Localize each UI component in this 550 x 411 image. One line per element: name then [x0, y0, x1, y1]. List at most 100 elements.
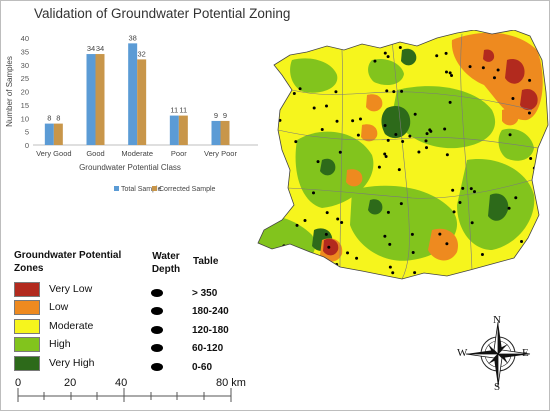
sample-point [438, 232, 442, 236]
sample-point [398, 45, 402, 49]
y-tick-label: 40 [21, 34, 29, 43]
sample-point [383, 124, 387, 128]
sample-point [324, 104, 328, 108]
sample-point [388, 265, 392, 269]
sample-point [383, 152, 387, 156]
data-label: 38 [128, 33, 136, 42]
legend-swatch-moderate [14, 319, 40, 334]
sample-point [270, 126, 274, 130]
sample-point [468, 65, 472, 69]
legend-swatch [152, 186, 157, 191]
sample-point [496, 68, 500, 72]
sample-point [324, 232, 328, 236]
depth-symbol [151, 326, 163, 334]
sample-point [351, 119, 355, 123]
sample-point [346, 251, 350, 255]
sample-point [443, 127, 447, 131]
sample-point [472, 190, 476, 194]
sample-point [262, 119, 266, 123]
sample-point [383, 51, 387, 55]
legend-item-very-low: Very Low [14, 282, 144, 297]
sample-point [445, 153, 449, 157]
sample-point [386, 138, 390, 142]
depth-label: 180-240 [192, 306, 229, 317]
sample-point [424, 139, 428, 143]
sample-point [386, 210, 390, 214]
sample-point [273, 132, 277, 136]
depth-label: > 350 [192, 288, 218, 299]
legend-entry: Corrected Sample [159, 186, 216, 193]
legend-label-high: High [49, 338, 71, 350]
depth-label: 0-60 [192, 362, 213, 373]
depth-symbol [151, 363, 163, 371]
sample-point [394, 133, 398, 137]
sample-point [507, 206, 511, 210]
sample-point [358, 117, 362, 121]
sample-point [415, 39, 419, 43]
north-arrow-compass-icon [465, 321, 531, 387]
bar [53, 123, 63, 145]
y-tick-label: 25 [21, 74, 29, 83]
sample-point [385, 89, 389, 93]
legend-item-low: Low [14, 300, 144, 315]
sample-point [448, 100, 452, 104]
sample-point [445, 242, 449, 246]
sample-point [424, 146, 428, 150]
sample-point [469, 187, 473, 191]
x-tick-label: Poor [171, 149, 187, 158]
sample-point [356, 133, 360, 137]
sample-point [334, 90, 338, 94]
sample-point [336, 217, 340, 221]
y-tick-label: 30 [21, 61, 29, 70]
sample-point [392, 90, 396, 94]
x-tick-label: Moderate [121, 149, 153, 158]
legend-item-very-high: Very High [14, 356, 144, 371]
legend-swatch-low [14, 300, 40, 315]
bar [137, 59, 147, 145]
sample-point [528, 78, 532, 82]
sample-point [527, 111, 531, 115]
y-tick-label: 5 [25, 128, 29, 137]
x-tick-label: Very Good [36, 149, 71, 158]
sample-point [340, 221, 344, 225]
sample-point [529, 156, 533, 160]
legend-title: Groundwater Potential Zones [14, 250, 122, 274]
sample-point [411, 250, 415, 254]
sample-point [327, 245, 331, 249]
sample-point [451, 188, 455, 192]
data-label: 9 [214, 111, 218, 120]
y-tick-label: 20 [21, 88, 29, 97]
sample-point [283, 38, 287, 42]
sample-point [312, 106, 316, 110]
sample-point [444, 51, 448, 55]
depth-symbol [151, 289, 163, 297]
bar [128, 43, 138, 145]
data-label: 11 [170, 106, 178, 115]
sample-point [444, 70, 448, 74]
sample-point [292, 92, 296, 96]
sample-point [383, 234, 387, 238]
bar [211, 120, 221, 145]
sample-point [282, 255, 286, 259]
sample-point [410, 232, 414, 236]
sample-point [401, 140, 405, 144]
compass-south-label: S [494, 381, 501, 393]
y-tick-label: 0 [25, 141, 29, 150]
legend-item-high: High [14, 337, 144, 352]
sample-point [500, 265, 504, 269]
groundwater-potential-map [257, 30, 549, 280]
sample-point [274, 122, 278, 126]
sample-point [520, 239, 524, 243]
sample-point [377, 165, 381, 169]
sample-point [295, 223, 299, 227]
bar [169, 115, 179, 145]
sample-point [306, 33, 310, 37]
scale-label: 80 km [216, 377, 246, 389]
sample-point [511, 96, 515, 100]
legend-label-moderate: Moderate [49, 320, 94, 332]
sample-point [294, 140, 298, 144]
sample-point [480, 253, 484, 257]
legend-label-very-low: Very Low [49, 283, 93, 295]
sample-point [285, 271, 289, 275]
water-depth-table-title: Table [193, 256, 219, 267]
